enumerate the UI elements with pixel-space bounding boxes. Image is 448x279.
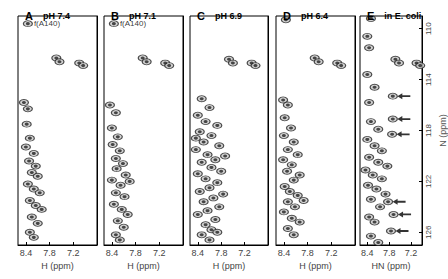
svg-text:D: D bbox=[283, 10, 291, 22]
svg-text:8.4: 8.4 bbox=[20, 248, 33, 258]
svg-text:126: 126 bbox=[424, 225, 433, 239]
svg-text:7.2: 7.2 bbox=[67, 248, 80, 258]
svg-text:H (ppm): H (ppm) bbox=[127, 261, 160, 271]
svg-text:7.8: 7.8 bbox=[383, 248, 396, 258]
svg-text:8.4: 8.4 bbox=[278, 248, 291, 258]
svg-text:114: 114 bbox=[424, 73, 433, 86]
svg-text:7.8: 7.8 bbox=[215, 248, 228, 258]
svg-text:pH 7.1: pH 7.1 bbox=[129, 11, 156, 21]
svg-text:H (ppm): H (ppm) bbox=[213, 261, 246, 271]
svg-text:118: 118 bbox=[424, 124, 433, 137]
svg-text:7.8: 7.8 bbox=[43, 248, 56, 258]
svg-text:E: E bbox=[367, 10, 374, 22]
svg-text:N (ppm): N (ppm) bbox=[438, 114, 448, 147]
svg-text:7.2: 7.2 bbox=[325, 248, 338, 258]
svg-text:8.4: 8.4 bbox=[106, 248, 119, 258]
svg-text:7.8: 7.8 bbox=[301, 248, 314, 258]
svg-text:B: B bbox=[111, 10, 119, 22]
svg-text:7.2: 7.2 bbox=[153, 248, 166, 258]
svg-text:HN (ppm): HN (ppm) bbox=[371, 261, 410, 271]
svg-text:7.2: 7.2 bbox=[405, 248, 418, 258]
svg-text:7.8: 7.8 bbox=[129, 248, 142, 258]
svg-text:C: C bbox=[197, 10, 205, 22]
svg-text:H (ppm): H (ppm) bbox=[41, 261, 74, 271]
svg-text:in E. coli: in E. coli bbox=[384, 11, 421, 21]
svg-text:8.4: 8.4 bbox=[361, 248, 374, 258]
svg-text:7.2: 7.2 bbox=[238, 248, 251, 258]
svg-text:pH 7.4: pH 7.4 bbox=[43, 11, 70, 21]
svg-text:122: 122 bbox=[424, 174, 433, 188]
svg-text:8.4: 8.4 bbox=[192, 248, 205, 258]
svg-text:H (ppm): H (ppm) bbox=[299, 261, 332, 271]
svg-text:pH 6.9: pH 6.9 bbox=[215, 11, 242, 21]
svg-text:110: 110 bbox=[424, 22, 433, 35]
svg-text:A: A bbox=[25, 10, 33, 22]
svg-text:pH 6.4: pH 6.4 bbox=[301, 11, 328, 21]
